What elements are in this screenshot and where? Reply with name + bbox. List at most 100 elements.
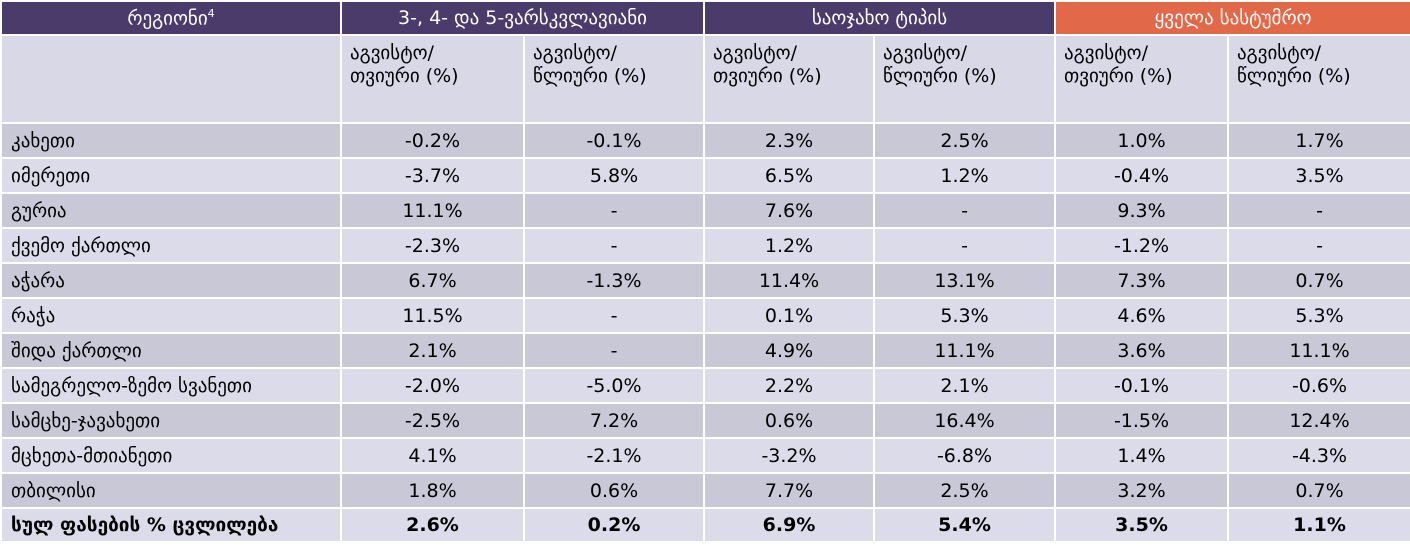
value-cell: - [873,192,1057,229]
sub-header-line: წლიური (%) [883,65,997,87]
value-cell: -1.2% [1054,227,1230,264]
value-cell: 2.5% [873,122,1057,159]
value-cell: 4.9% [703,332,876,369]
value-cell: 3.6% [1054,332,1230,369]
total-value: 6.9% [703,507,876,543]
value-cell: - [1227,192,1410,229]
total-value: 2.6% [340,507,525,543]
group-header-row: რეგიონი4 3-, 4- და 5-ვარსკვლავიანი საოჯა… [0,0,1410,36]
value-cell: -2.3% [340,227,525,264]
sub-header-line: თვიური (%) [713,65,822,87]
sub-header-annual: აგვისტო/წლიური (%) [522,34,706,124]
value-cell: 1.0% [1054,122,1230,159]
value-cell: 7.3% [1054,262,1230,299]
total-row: სულ ფასების % ცვლილება 2.6% 0.2% 6.9% 5.… [0,507,1410,543]
group-header-star-hotels: 3-, 4- და 5-ვარსკვლავიანი [339,0,706,36]
region-name: სამეგრელო-ზემო სვანეთი [0,367,342,404]
value-cell: 3.2% [1054,472,1230,509]
value-cell: 1.8% [340,472,525,509]
region-name: მცხეთა-მთიანეთი [0,437,342,474]
value-cell: -6.8% [873,437,1057,474]
value-cell: 1.4% [1054,437,1230,474]
value-cell: 7.2% [522,402,706,439]
value-cell: -2.0% [340,367,525,404]
value-cell: -0.1% [1054,367,1230,404]
table-row: სამეგრელო-ზემო სვანეთი -2.0% -5.0% 2.2% 2.1%… [0,367,1410,404]
value-cell: - [522,332,706,369]
value-cell: 6.7% [340,262,525,299]
total-label: სულ ფასების % ცვლილება [0,507,342,543]
value-cell: -0.4% [1054,157,1230,194]
total-value: 0.2% [522,507,706,543]
value-cell: -0.1% [522,122,706,159]
table-row: გურია 11.1% -7.6% -9.3% - [0,192,1410,229]
region-name: სამცხე-ჯავახეთი [0,402,342,439]
value-cell: 11.1% [873,332,1057,369]
sub-header-line: წლიური (%) [1237,65,1351,87]
table-row: რაჭა 11.5% -0.1% 5.3% 4.6% 5.3% [0,297,1410,334]
table-row: თბილისი 1.8% 0.6% 7.7% 2.5% 3.2% 0.7% [0,472,1410,509]
sub-header-corner [0,34,342,124]
value-cell: -0.2% [340,122,525,159]
region-name: აჭარა [0,262,342,299]
region-name: კახეთი [0,122,342,159]
value-cell: -5.0% [522,367,706,404]
value-cell: - [522,297,706,334]
value-cell: - [522,227,706,264]
value-cell: -0.6% [1227,367,1410,404]
group-header-family-hotels: საოჯახო ტიპის [703,0,1057,36]
total-value: 5.4% [873,507,1057,543]
region-name: რაჭა [0,297,342,334]
value-cell: 9.3% [1054,192,1230,229]
total-value: 3.5% [1054,507,1230,543]
region-name: გურია [0,192,342,229]
table-row: მცხეთა-მთიანეთი 4.1% -2.1% -3.2% -6.8% 1.4% -4… [0,437,1410,474]
value-cell: -1.5% [1054,402,1230,439]
value-cell: 13.1% [873,262,1057,299]
value-cell: 3.5% [1227,157,1410,194]
region-header-label: რეგიონი [127,7,208,30]
value-cell: 16.4% [873,402,1057,439]
value-cell: 1.2% [703,227,876,264]
value-cell: -2.1% [522,437,706,474]
sub-header-line: აგვისტო/ [1064,42,1148,64]
value-cell: 12.4% [1227,402,1410,439]
value-cell: 7.6% [703,192,876,229]
group-header-all-hotels: ყველა სასტუმრო [1054,0,1410,36]
value-cell: - [522,192,706,229]
sub-header-line: აგვისტო/ [533,42,617,64]
sub-header-row: აგვისტო/თვიური (%) აგვისტო/წლიური (%) აგ… [0,34,1410,124]
sub-header-monthly: აგვისტო/თვიური (%) [1054,34,1230,124]
value-cell: 2.1% [873,367,1057,404]
sub-header-annual: აგვისტო/წლიური (%) [1227,34,1410,124]
value-cell: - [873,227,1057,264]
sub-header-line: წლიური (%) [533,65,647,87]
value-cell: 11.4% [703,262,876,299]
value-cell: 5.8% [522,157,706,194]
total-value: 1.1% [1227,507,1410,543]
table-row: სამცხე-ჯავახეთი -2.5% 7.2% 0.6% 16.4% -1.5% 12… [0,402,1410,439]
value-cell: -3.2% [703,437,876,474]
sub-header-monthly: აგვისტო/თვიური (%) [703,34,876,124]
region-name: იმერეთი [0,157,342,194]
value-cell: -1.3% [522,262,706,299]
value-cell: 2.2% [703,367,876,404]
sub-header-line: თვიური (%) [1064,65,1173,87]
value-cell: 11.1% [1227,332,1410,369]
region-name: ქვემო ქართლი [0,227,342,264]
region-footnote-marker: 4 [207,6,215,20]
sub-header-line: აგვისტო/ [883,42,967,64]
table-row: ქვემო ქართლი -2.3% -1.2% - -1.2% - [0,227,1410,264]
value-cell: 2.1% [340,332,525,369]
sub-header-line: აგვისტო/ [1237,42,1321,64]
sub-header-annual: აგვისტო/წლიური (%) [873,34,1057,124]
sub-header-line: აგვისტო/ [350,42,434,64]
region-header: რეგიონი4 [0,0,342,36]
value-cell: -2.5% [340,402,525,439]
value-cell: 4.6% [1054,297,1230,334]
value-cell: 6.5% [703,157,876,194]
table-row: აჭარა 6.7% -1.3% 11.4% 13.1% 7.3% 0.7% [0,262,1410,299]
value-cell: 0.7% [1227,262,1410,299]
sub-header-line: აგვისტო/ [713,42,797,64]
